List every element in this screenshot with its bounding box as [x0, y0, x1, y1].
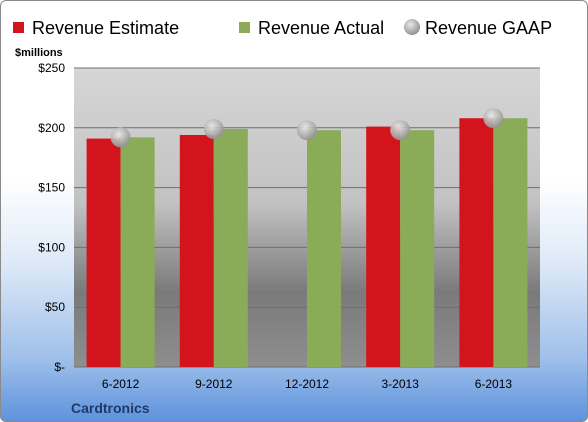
y-tick-label: $250	[38, 61, 65, 75]
y-tick-label: $-	[54, 360, 65, 374]
gaap-marker	[297, 120, 317, 141]
estimate-bar	[86, 138, 121, 367]
estimate-bar	[366, 126, 401, 367]
gaap-marker	[390, 120, 411, 141]
legend-label: Revenue GAAP	[425, 18, 552, 38]
legend-swatch	[13, 22, 24, 33]
unit-label: $millions	[15, 47, 63, 59]
actual-bar	[120, 137, 155, 367]
estimate-bar	[179, 134, 214, 367]
company-name: Cardtronics	[71, 400, 150, 416]
legend-swatch	[404, 19, 420, 35]
y-tick-label: $100	[38, 240, 65, 254]
actual-bar	[400, 130, 435, 367]
legend-label: Revenue Actual	[258, 18, 384, 38]
y-tick-label: $50	[45, 300, 65, 314]
legend-swatch	[239, 22, 250, 33]
x-tick-label: 6-2013	[475, 377, 513, 391]
actual-bar	[493, 118, 528, 368]
gaap-marker	[483, 108, 504, 129]
legend-label: Revenue Estimate	[32, 18, 179, 38]
legend: Revenue Estimate Revenue Actual Revenue GA…	[13, 18, 552, 38]
y-tick-label: $150	[38, 181, 65, 195]
x-tick-label: 6-2012	[102, 377, 140, 391]
gaap-marker	[203, 118, 224, 139]
x-tick-label: 9-2012	[195, 377, 233, 391]
estimate-bar	[459, 118, 494, 368]
gaap-marker	[110, 127, 131, 148]
actual-bar	[213, 128, 248, 367]
actual-bar	[307, 130, 341, 367]
y-axis: $- $50 $100 $150 $200 $250	[38, 61, 65, 374]
x-axis: 6-2012 9-2012 12-2012 3-2013 6-2013	[102, 377, 512, 391]
gaap-markers	[110, 108, 504, 148]
y-tick-label: $200	[38, 121, 65, 135]
x-tick-label: 3-2013	[382, 377, 420, 391]
bars	[86, 118, 528, 368]
x-tick-label: 12-2012	[285, 377, 329, 391]
